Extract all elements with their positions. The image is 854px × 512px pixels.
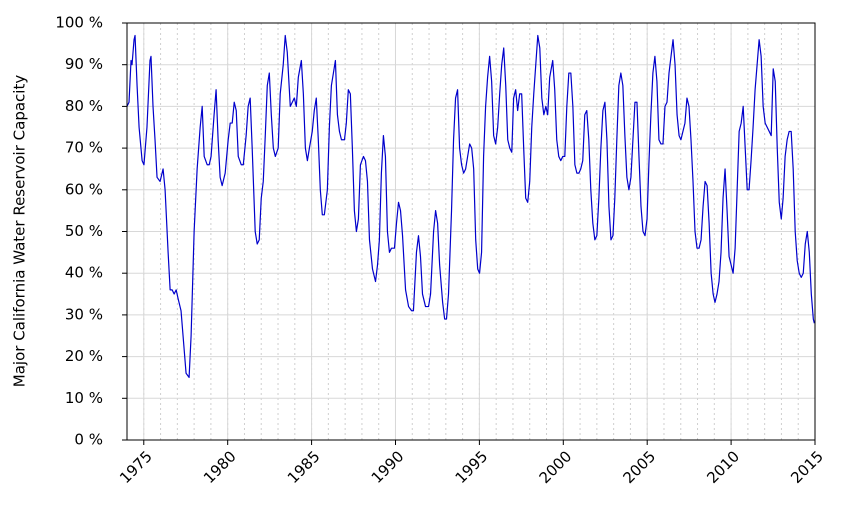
x-tick-label: 1995 bbox=[452, 447, 492, 487]
y-tick-label: 0 % bbox=[74, 431, 103, 449]
y-tick-label: 70 % bbox=[65, 139, 103, 157]
x-tick-label: 1975 bbox=[116, 447, 156, 487]
y-tick-label: 30 % bbox=[65, 305, 103, 323]
data-line bbox=[126, 34, 815, 379]
y-tick-label: 90 % bbox=[65, 55, 103, 73]
plot-frame bbox=[126, 22, 816, 441]
x-tick-label: 2015 bbox=[787, 447, 827, 487]
y-tick-label: 40 % bbox=[65, 264, 103, 282]
y-tick-label: 50 % bbox=[65, 222, 103, 240]
x-tick-label: 1985 bbox=[284, 447, 324, 487]
x-tick-label: 2010 bbox=[703, 447, 743, 487]
y-tick-label: 60 % bbox=[65, 180, 103, 198]
y-tick-label: 20 % bbox=[65, 347, 103, 365]
y-axis-label: Major California Water Reservoir Capacit… bbox=[11, 75, 29, 388]
x-tick-label: 1980 bbox=[200, 447, 240, 487]
y-tick-label: 80 % bbox=[65, 97, 103, 115]
y-tick-label: 100 % bbox=[55, 14, 103, 32]
x-tick-label: 2005 bbox=[619, 447, 659, 487]
y-tick-label: 10 % bbox=[65, 389, 103, 407]
x-tick-label: 1990 bbox=[368, 447, 408, 487]
x-tick-label: 2000 bbox=[536, 447, 576, 487]
